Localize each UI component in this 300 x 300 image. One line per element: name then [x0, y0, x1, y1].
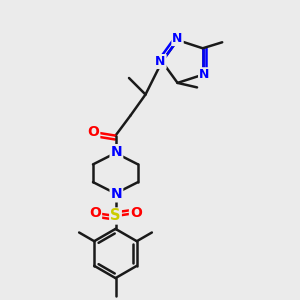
Text: N: N — [199, 68, 209, 81]
Text: N: N — [111, 188, 122, 201]
Text: O: O — [130, 206, 142, 220]
Text: N: N — [111, 145, 122, 159]
Text: N: N — [155, 55, 166, 68]
Text: O: O — [89, 206, 101, 220]
Text: N: N — [172, 32, 183, 45]
Text: S: S — [110, 208, 121, 224]
Text: O: O — [87, 125, 99, 139]
